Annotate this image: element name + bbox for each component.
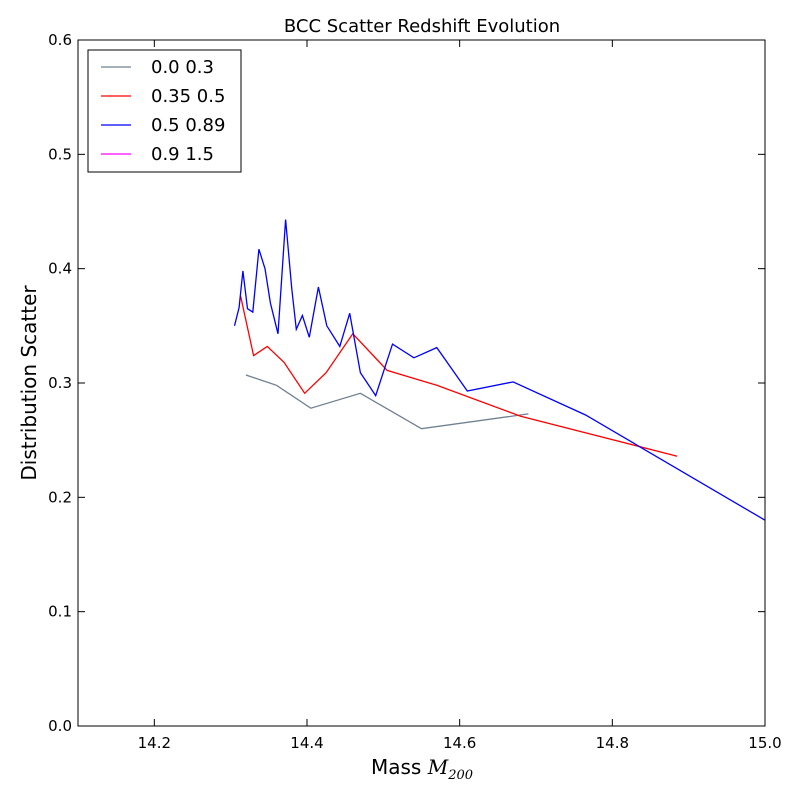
legend-label-2: 0.5 0.89 — [151, 115, 225, 136]
x-axis-title-text: Mass — [371, 755, 421, 779]
y-tick-label: 0.0 — [48, 717, 72, 735]
legend-label-0: 0.0 0.3 — [151, 57, 214, 78]
chart-title: BCC Scatter Redshift Evolution — [284, 16, 560, 37]
legend-label-1: 0.35 0.5 — [151, 86, 225, 107]
y-tick-label: 0.5 — [48, 145, 72, 163]
series-line-2 — [233, 219, 766, 521]
axis-ticks: 14.2 14.4 14.6 14.8 15.0 0.0 0.1 0.2 0.3 0.4 0.5 0.… — [48, 31, 782, 752]
legend-label-3: 0.9 1.5 — [151, 144, 214, 165]
x-tick-label: 14.6 — [443, 734, 476, 752]
x-tick-label: 14.4 — [290, 734, 323, 752]
plot-area — [233, 219, 766, 521]
legend-box — [87, 49, 242, 173]
series-line-0 — [245, 374, 529, 430]
x-tick-label: 15.0 — [748, 734, 781, 752]
y-tick-label: 0.3 — [48, 374, 72, 392]
legend: 0.0 0.3 0.35 0.5 0.5 0.89 0.9 1.5 — [87, 49, 242, 173]
x-tick-label: 14.8 — [596, 734, 629, 752]
y-tick-label: 0.2 — [48, 488, 72, 506]
y-tick-label: 0.6 — [48, 31, 72, 49]
y-tick-label: 0.4 — [48, 260, 72, 278]
series-line-1 — [239, 295, 678, 457]
x-axis-title: Mass M200 — [371, 755, 473, 783]
x-axis-math-base: M — [427, 755, 449, 779]
x-axis-math-sub: 200 — [447, 768, 473, 783]
y-tick-label: 0.1 — [48, 603, 72, 621]
y-axis-title: Distribution Scatter — [17, 285, 41, 481]
x-tick-label: 14.2 — [138, 734, 171, 752]
